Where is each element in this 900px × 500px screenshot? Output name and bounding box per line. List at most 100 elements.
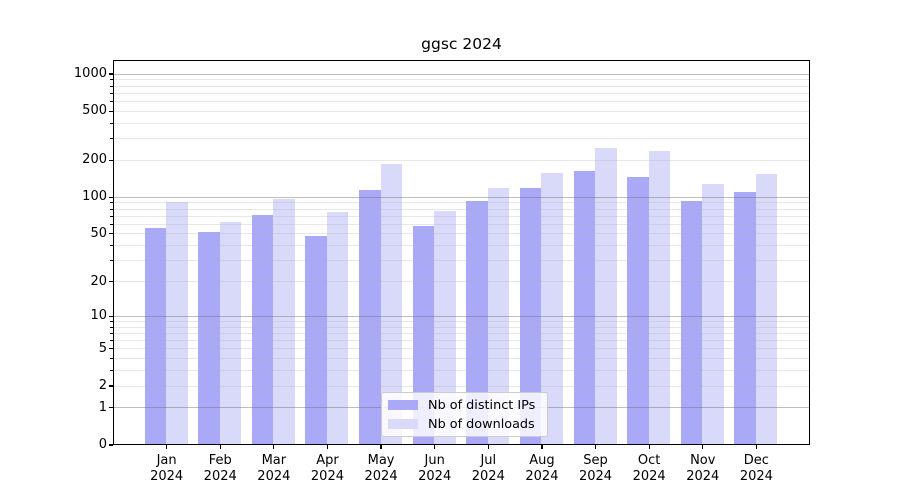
bar-distinct-ips-jun	[412, 226, 435, 445]
bar-distinct-ips-may	[359, 189, 381, 445]
legend-label-downloads: Nb of downloads	[428, 416, 535, 432]
y-tick-mark	[108, 407, 113, 409]
gridline-minor	[113, 370, 810, 372]
bar-downloads-mar	[273, 198, 295, 445]
x-label-year: 2024	[525, 469, 559, 484]
bar-distinct-ips-oct	[627, 177, 649, 445]
y-tick-label: 50	[90, 225, 107, 241]
y-tick-mark-minor	[110, 208, 113, 210]
y-tick-mark	[108, 315, 113, 317]
gridline-minor	[113, 348, 810, 350]
x-tick-mark	[648, 445, 650, 449]
x-tick-label: Sep 2024	[564, 453, 628, 485]
y-tick-mark-minor	[110, 110, 113, 112]
x-tick-label: Jun 2024	[403, 453, 467, 485]
gridline-minor	[113, 202, 810, 204]
y-tick-mark-minor	[110, 138, 113, 140]
x-tick-label: Aug 2024	[510, 453, 574, 485]
x-tick-mark	[434, 445, 436, 449]
gridline-minor	[113, 79, 810, 81]
x-label-year: 2024	[364, 469, 398, 484]
y-tick-mark-minor	[110, 92, 113, 94]
x-tick-label: Apr 2024	[295, 453, 359, 485]
x-tick-mark	[755, 445, 757, 449]
x-label-year: 2024	[310, 469, 344, 484]
y-tick-mark-minor	[110, 122, 113, 124]
y-tick-mark-minor	[110, 358, 113, 360]
gridline-minor	[113, 385, 810, 387]
bar-distinct-ips-dec	[734, 192, 756, 445]
gridline-minor	[113, 340, 810, 342]
x-label-year: 2024	[578, 469, 613, 484]
bar-downloads-nov	[702, 183, 724, 445]
x-label-year: 2024	[150, 469, 184, 484]
bar-downloads-jul	[487, 188, 510, 445]
y-tick-mark-minor	[110, 202, 113, 204]
gridline-minor	[113, 159, 810, 161]
x-tick-mark	[219, 445, 221, 449]
legend-item-distinct-ips: Nb of distinct IPs	[382, 397, 547, 413]
x-tick-mark	[487, 445, 489, 449]
y-tick-mark	[108, 444, 113, 446]
y-tick-mark-minor	[110, 281, 113, 283]
y-tick-mark-minor	[110, 100, 113, 102]
gridline-minor	[113, 208, 810, 210]
y-tick-mark-minor	[110, 245, 113, 247]
x-label-year: 2024	[686, 469, 720, 484]
y-tick-mark-minor	[110, 370, 113, 372]
bar-distinct-ips-jan	[144, 227, 167, 445]
gridline-major	[113, 315, 810, 317]
y-tick-label: 100	[82, 189, 107, 205]
y-tick-mark-minor	[110, 332, 113, 334]
gridline-minor	[113, 358, 810, 360]
bar-downloads-sep	[595, 148, 617, 445]
x-label-year: 2024	[739, 469, 773, 484]
legend-swatch-distinct-ips	[388, 399, 418, 411]
y-tick-label: 1000	[73, 66, 107, 82]
gridline-minor	[113, 326, 810, 328]
x-label-month: Mar	[261, 453, 287, 468]
bar-downloads-apr	[326, 212, 349, 445]
y-tick-mark-minor	[110, 215, 113, 217]
x-tick-mark	[702, 445, 704, 449]
x-tick-mark	[380, 445, 382, 449]
gridline-minor	[113, 92, 810, 94]
y-tick-mark-minor	[110, 159, 113, 161]
y-tick-mark	[108, 196, 113, 198]
gridline-minor	[113, 233, 810, 235]
bar-distinct-ips-aug	[519, 187, 542, 445]
gridline-major	[113, 73, 810, 75]
y-tick-mark-minor	[110, 223, 113, 225]
gridline-minor	[113, 223, 810, 225]
x-tick-mark	[594, 445, 597, 449]
y-tick-mark-minor	[110, 85, 113, 87]
y-tick-mark-minor	[110, 79, 113, 81]
x-label-year: 2024	[418, 469, 452, 484]
gridline-minor	[113, 138, 810, 140]
y-tick-mark-minor	[110, 320, 113, 322]
x-tick-label: Oct 2024	[617, 453, 681, 485]
legend-swatch-downloads	[388, 418, 418, 430]
x-label-month: Jan	[156, 453, 177, 468]
y-tick-mark-minor	[110, 340, 113, 342]
gridline-minor	[113, 260, 810, 262]
x-label-month: Apr	[316, 453, 339, 468]
x-label-month: Oct	[637, 453, 661, 468]
y-tick-label: 20	[90, 273, 107, 289]
x-label-year: 2024	[471, 469, 505, 484]
legend: Nb of distinct IPs Nb of downloads	[381, 392, 548, 437]
y-tick-mark-minor	[110, 348, 113, 350]
bar-downloads-aug	[541, 173, 563, 445]
bar-downloads-feb	[219, 221, 242, 445]
gridline-minor	[113, 332, 810, 334]
y-tick-mark-minor	[110, 385, 113, 387]
x-label-month: Jun	[424, 453, 445, 468]
gridline-minor	[113, 215, 810, 217]
x-tick-label: Nov 2024	[671, 453, 735, 485]
y-tick-label: 10	[90, 308, 107, 324]
x-tick-mark	[326, 445, 329, 449]
x-label-month: Sep	[583, 453, 608, 468]
x-tick-label: Mar 2024	[242, 453, 306, 485]
chart-title: ggsc 2024	[421, 35, 502, 53]
